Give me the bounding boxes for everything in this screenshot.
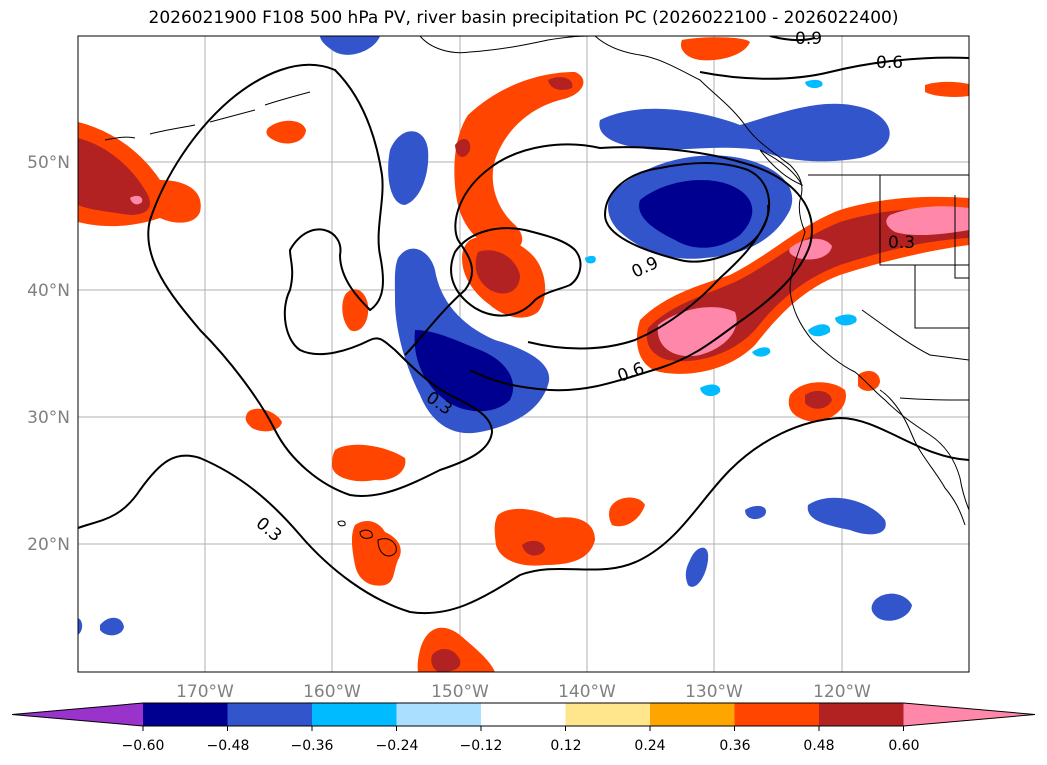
colorbar-segment: [481, 703, 566, 726]
contour-label: 0.9: [795, 29, 822, 49]
lat-tick-label: 20°N: [27, 535, 70, 555]
lat-tick-label: 30°N: [27, 408, 70, 428]
lon-tick-label: 120°W: [813, 682, 871, 702]
colorbar-segment: [396, 703, 482, 726]
contour-label: 0.6: [876, 53, 903, 73]
lon-tick-label: 170°W: [176, 682, 234, 702]
lon-tick-label: 130°W: [685, 682, 743, 702]
negative-precip-areas: [78, 36, 912, 636]
colorbar-tick-labels: −0.60 −0.48 −0.36 −0.24 −0.12 0.12 0.24 …: [122, 738, 920, 754]
colorbar-tick-label: −0.36: [291, 738, 334, 754]
colorbar-segment: [227, 703, 313, 726]
colorbar-tick-label: 0.12: [550, 738, 581, 754]
lon-tick-label: 160°W: [303, 682, 361, 702]
lat-tick-label: 40°N: [27, 281, 70, 301]
map-frame: [77, 35, 970, 673]
lat-tick-label: 50°N: [27, 153, 70, 173]
colorbar-segment: [819, 703, 904, 726]
colorbar-tick-label: −0.48: [207, 738, 250, 754]
colorbar-segment: [734, 703, 820, 726]
pv-contours: [78, 36, 969, 615]
colorbar-tick-label: 0.60: [888, 738, 919, 754]
coastlines: [104, 36, 969, 557]
colorbar-segment: [312, 703, 397, 726]
map-title: 2026021900 F108 500 hPa PV, river basin …: [148, 8, 899, 28]
lon-tick-label: 140°W: [558, 682, 616, 702]
colorbar-extend-min: [12, 703, 143, 726]
colorbar-segment: [565, 703, 651, 726]
colorbar-extend-max: [903, 703, 1035, 726]
lat-tick-labels: 50°N 40°N 30°N 20°N: [27, 153, 70, 555]
colorbar-tick-label: 0.24: [634, 738, 665, 754]
colorbar-tick-label: −0.60: [122, 738, 165, 754]
colorbar-segment: [650, 703, 735, 726]
contour-label: 0.3: [888, 233, 915, 253]
colorbar: [11, 702, 1036, 731]
colorbar-tick-label: −0.12: [460, 738, 503, 754]
positive-precip-areas: [78, 37, 969, 672]
lon-tick-label: 150°W: [431, 682, 489, 702]
lon-tick-labels: 170°W 160°W 150°W 140°W 130°W 120°W: [176, 682, 871, 702]
colorbar-tick-label: −0.24: [376, 738, 419, 754]
colorbar-segment: [143, 703, 228, 726]
colorbar-tick-label: 0.36: [719, 738, 750, 754]
colorbar-tick-label: 0.48: [803, 738, 834, 754]
